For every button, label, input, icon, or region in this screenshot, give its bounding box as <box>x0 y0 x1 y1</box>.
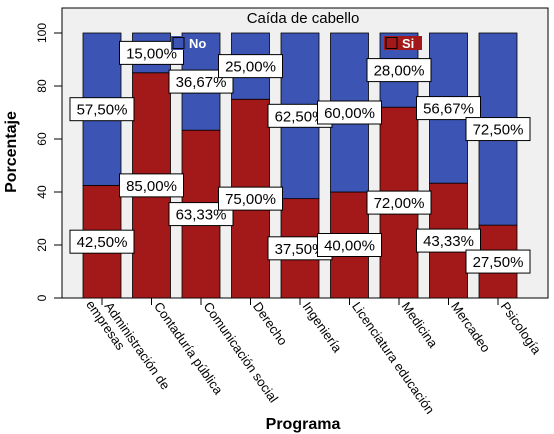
svg-text:27,50%: 27,50% <box>473 254 524 271</box>
y-tick-label: 100 <box>35 23 49 43</box>
svg-text:57,50%: 57,50% <box>77 102 128 119</box>
svg-text:25,00%: 25,00% <box>225 59 276 76</box>
y-tick-label: 60 <box>35 132 49 146</box>
data-label: 57,50% <box>69 97 135 122</box>
data-label: 63,33% <box>168 202 234 227</box>
legend-label: No <box>189 36 206 51</box>
data-label: 72,50% <box>465 117 531 142</box>
svg-text:85,00%: 85,00% <box>126 178 177 195</box>
svg-text:40,00%: 40,00% <box>324 238 375 255</box>
x-axis-title: Programa <box>266 416 341 433</box>
data-label: 60,00% <box>317 100 382 125</box>
legend-swatch <box>385 37 398 49</box>
svg-text:56,67%: 56,67% <box>423 101 474 118</box>
svg-text:15,00%: 15,00% <box>126 45 177 62</box>
data-label: 40,00% <box>317 233 382 257</box>
data-label: 28,00% <box>366 58 432 83</box>
y-axis: 0 20 40 60 80 100 <box>35 23 62 301</box>
legend-swatch <box>172 37 185 49</box>
svg-text:43,33%: 43,33% <box>423 233 474 250</box>
svg-text:36,67%: 36,67% <box>176 74 227 91</box>
data-label: 85,00% <box>119 173 184 198</box>
data-label: 75,00% <box>218 186 283 211</box>
legend: No Si <box>171 36 422 51</box>
data-label: 42,50% <box>69 229 135 254</box>
x-category-label: Derecho <box>250 299 290 348</box>
data-labels-layer: 42,50% 57,50% 85,00% 15,00% 63,33% 36,67% 75,0… <box>69 40 531 274</box>
svg-text:28,00%: 28,00% <box>374 63 425 80</box>
svg-text:62,50%: 62,50% <box>275 108 326 125</box>
data-label: 72,00% <box>366 190 432 215</box>
y-tick-label: 20 <box>35 238 49 252</box>
legend-label: Si <box>402 36 414 51</box>
y-tick-label: 0 <box>35 294 49 301</box>
y-tick-label: 40 <box>35 185 49 199</box>
svg-text:72,00%: 72,00% <box>374 195 425 212</box>
svg-text:75,00%: 75,00% <box>225 191 276 208</box>
data-label: 36,67% <box>168 69 234 94</box>
svg-text:63,33%: 63,33% <box>176 207 227 224</box>
y-tick-label: 80 <box>35 79 49 93</box>
data-label: 43,33% <box>416 228 481 253</box>
chart-title: Caída de cabello <box>247 10 360 27</box>
svg-text:37,50%: 37,50% <box>275 241 326 258</box>
x-category-label: Ingeniería <box>300 299 346 356</box>
data-label: 62,50% <box>267 103 333 128</box>
data-label: 27,50% <box>465 249 531 274</box>
data-label: 56,67% <box>416 96 481 121</box>
x-category-label: Psicología <box>498 299 545 357</box>
x-category-label: Mercadeo <box>448 299 493 355</box>
data-label: 25,00% <box>218 54 283 79</box>
x-category-label: Medicina <box>399 299 442 351</box>
svg-text:72,50%: 72,50% <box>473 122 524 139</box>
legend-item-si: Si <box>384 36 422 51</box>
svg-text:60,00%: 60,00% <box>324 105 375 122</box>
x-axis: Administración deempresas Contaduría públ… <box>83 297 545 416</box>
legend-item-no: No <box>171 36 211 51</box>
data-label: 37,50% <box>267 236 333 261</box>
svg-text:42,50%: 42,50% <box>77 234 128 251</box>
y-axis-title: Porcentaje <box>3 111 20 193</box>
data-label: 15,00% <box>119 40 184 65</box>
